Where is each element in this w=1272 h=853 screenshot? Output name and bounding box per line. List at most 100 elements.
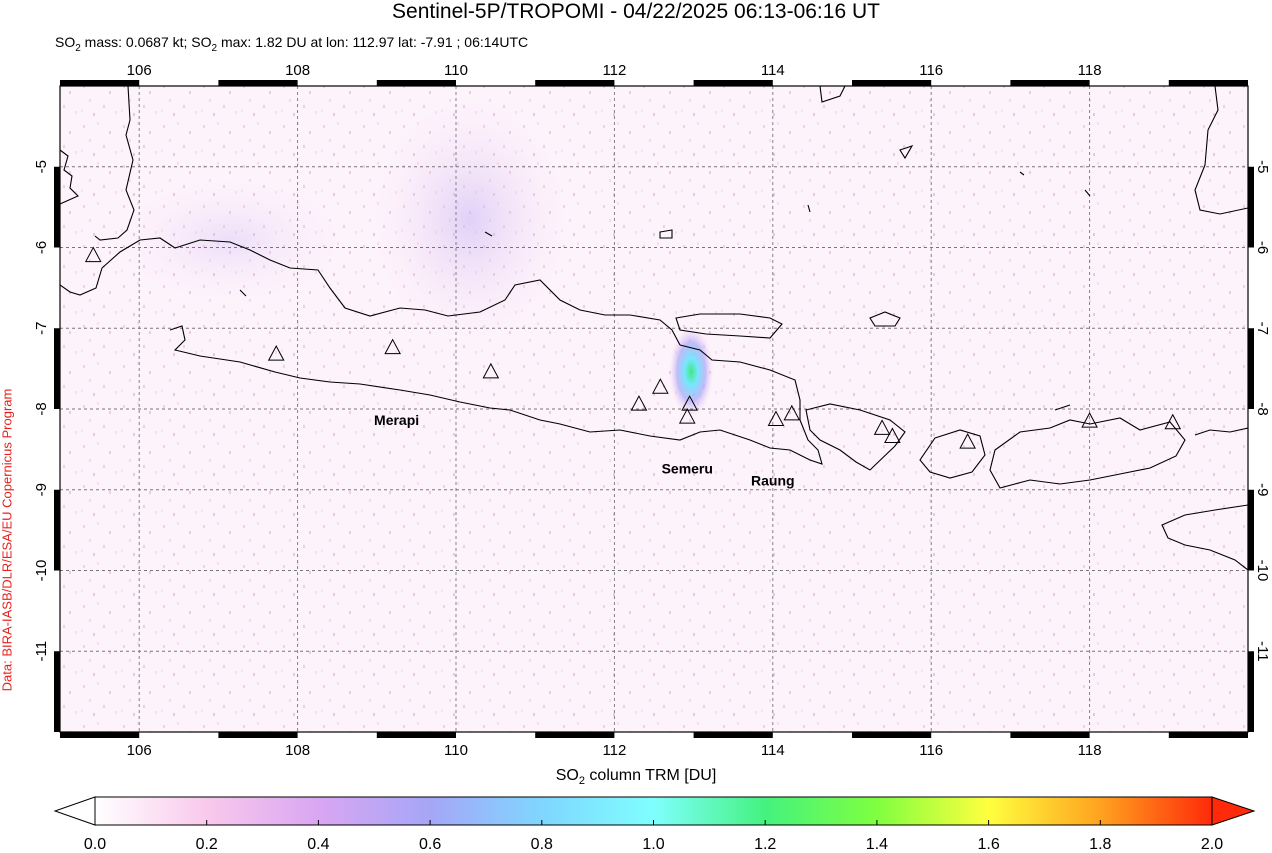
frame-ticks	[54, 80, 1254, 738]
frame-bar-left	[54, 651, 60, 732]
colorbar-tick-label: 1.0	[642, 836, 664, 853]
coast-lombok	[919, 429, 986, 479]
volcano-triangle	[384, 338, 401, 355]
volcano-triangle	[1081, 412, 1098, 428]
volcano-label-raung: Raung	[751, 473, 795, 489]
volcano-triangle	[1164, 413, 1182, 430]
colorbar-title: SO2 column TRM [DU]	[0, 767, 1272, 787]
lat-label-right: -5	[1254, 160, 1271, 173]
coast-sumbawa	[989, 417, 1186, 489]
lat-label-right: -9	[1254, 483, 1271, 496]
coast-islets-east	[807, 145, 1091, 213]
colorbar-tick-label: 0.2	[196, 836, 218, 853]
coast-java-east	[679, 344, 801, 420]
coast-islets-flores	[1054, 404, 1248, 436]
frame-bar-top	[1168, 80, 1248, 86]
colorbar-tick-label: 0.6	[419, 836, 441, 853]
so2-haze-west	[120, 180, 340, 300]
frame-bar-bottom	[376, 732, 456, 738]
lat-label-left: -7	[33, 322, 50, 335]
volcano-triangle	[84, 246, 102, 263]
colorbar: 0.0 0.2 0.4 0.6 0.8 1.0 1.2 1.4 1.6 1.8 2.0	[53, 796, 1256, 853]
frame-bar-right	[1248, 651, 1254, 732]
coast-kangean	[869, 311, 901, 327]
colorbar-tick-label: 2.0	[1201, 836, 1223, 853]
colorbar-under-arrow	[53, 796, 96, 826]
volcano-triangle	[267, 345, 285, 361]
lon-label-bottom: 116	[919, 742, 943, 759]
colorbar-tick-label: 1.8	[1089, 836, 1111, 853]
lon-label-top: 118	[1078, 62, 1102, 79]
volcano-triangle	[681, 395, 698, 411]
colorbar-title-suffix: column TRM [DU]	[584, 767, 717, 784]
frame-bar-bottom	[1010, 732, 1090, 738]
frame-bar-top	[852, 80, 932, 86]
lon-label-top: 114	[761, 62, 785, 79]
coast-sulawesi	[1194, 86, 1248, 215]
frame-bar-top	[376, 80, 456, 86]
lon-label-bottom: 108	[285, 742, 310, 759]
so2-haze	[375, 100, 565, 340]
lat-label-right: -10	[1254, 560, 1271, 582]
lon-label-bottom: 110	[444, 742, 468, 759]
so2-summary: SO2 mass: 0.0687 kt; SO2 max: 1.82 DU at…	[55, 34, 528, 54]
volcano-triangle	[783, 404, 801, 421]
frame-bar-left	[54, 166, 60, 248]
colorbar-tick-label: 0.8	[531, 836, 553, 853]
lat-label-left: -8	[33, 402, 50, 415]
coast-bali	[805, 403, 906, 471]
frame-bar-top	[60, 80, 140, 86]
colorbar-tick-label: 0.0	[84, 836, 106, 853]
frame-bar-top	[535, 80, 615, 86]
colorbar-title-prefix: SO	[555, 767, 579, 784]
frame-bar-bottom	[852, 732, 932, 738]
lon-label-bottom: 106	[127, 742, 152, 759]
colorbar-over-arrow	[1211, 796, 1256, 826]
frame-bar-bottom	[218, 732, 298, 738]
frame-bar-bottom	[693, 732, 773, 738]
colorbar-tick-label: 0.4	[307, 836, 329, 853]
frame-bar-top	[1010, 80, 1090, 86]
volcano-triangle	[482, 362, 500, 379]
frame-bar-top	[218, 80, 298, 86]
lat-label-right: -6	[1254, 241, 1271, 254]
axis-labels: 106 106 108 108 110 110 112 112 114 114 116 116 118 1…	[33, 62, 1271, 759]
frame-bar-bottom	[60, 732, 140, 738]
frame-bar-top	[693, 80, 773, 86]
coast-java-north	[60, 237, 681, 346]
coast-sumatra-tip	[60, 149, 79, 205]
lon-label-top: 106	[127, 62, 152, 79]
lat-label-left: -5	[33, 160, 50, 173]
lat-label-left: -10	[33, 560, 50, 582]
coast-sumatra	[94, 86, 135, 241]
volcano-triangle	[884, 427, 901, 443]
lon-label-bottom: 112	[602, 742, 626, 759]
frame-bar-right	[1248, 166, 1254, 248]
colorbar-tick-label: 1.2	[754, 836, 776, 853]
volcano-triangle	[767, 410, 785, 426]
lat-label-right: -8	[1254, 402, 1271, 415]
lat-label-left: -11	[33, 641, 50, 662]
colorbar-tick-label: 1.4	[866, 836, 888, 853]
frame-bar-bottom	[1168, 732, 1248, 738]
lon-label-bottom: 114	[761, 742, 785, 759]
page-title: Sentinel-5P/TROPOMI - 04/22/2025 06:13-0…	[392, 0, 880, 23]
so2-plume	[669, 326, 714, 417]
coast-madura	[675, 313, 783, 339]
volcano-triangle	[873, 419, 891, 435]
colorbar-tick-label: 1.6	[977, 836, 999, 853]
volcano-markers	[84, 246, 1182, 449]
volcano-triangle	[678, 408, 696, 424]
volcano-name-labels: Merapi Semeru Raung	[374, 412, 795, 489]
lon-label-top: 116	[919, 62, 943, 79]
frame-bar-bottom	[535, 732, 615, 738]
so2-mass-text: mass: 0.0687 kt; SO	[80, 34, 212, 50]
coast-sumba	[1161, 504, 1248, 571]
coast-java-south	[169, 325, 823, 465]
lat-label-left: -6	[33, 241, 50, 254]
coast-borneo-south	[819, 86, 846, 103]
volcano-label-merapi: Merapi	[374, 412, 419, 428]
frame-bar-left	[54, 489, 60, 571]
coastlines	[60, 86, 1248, 571]
